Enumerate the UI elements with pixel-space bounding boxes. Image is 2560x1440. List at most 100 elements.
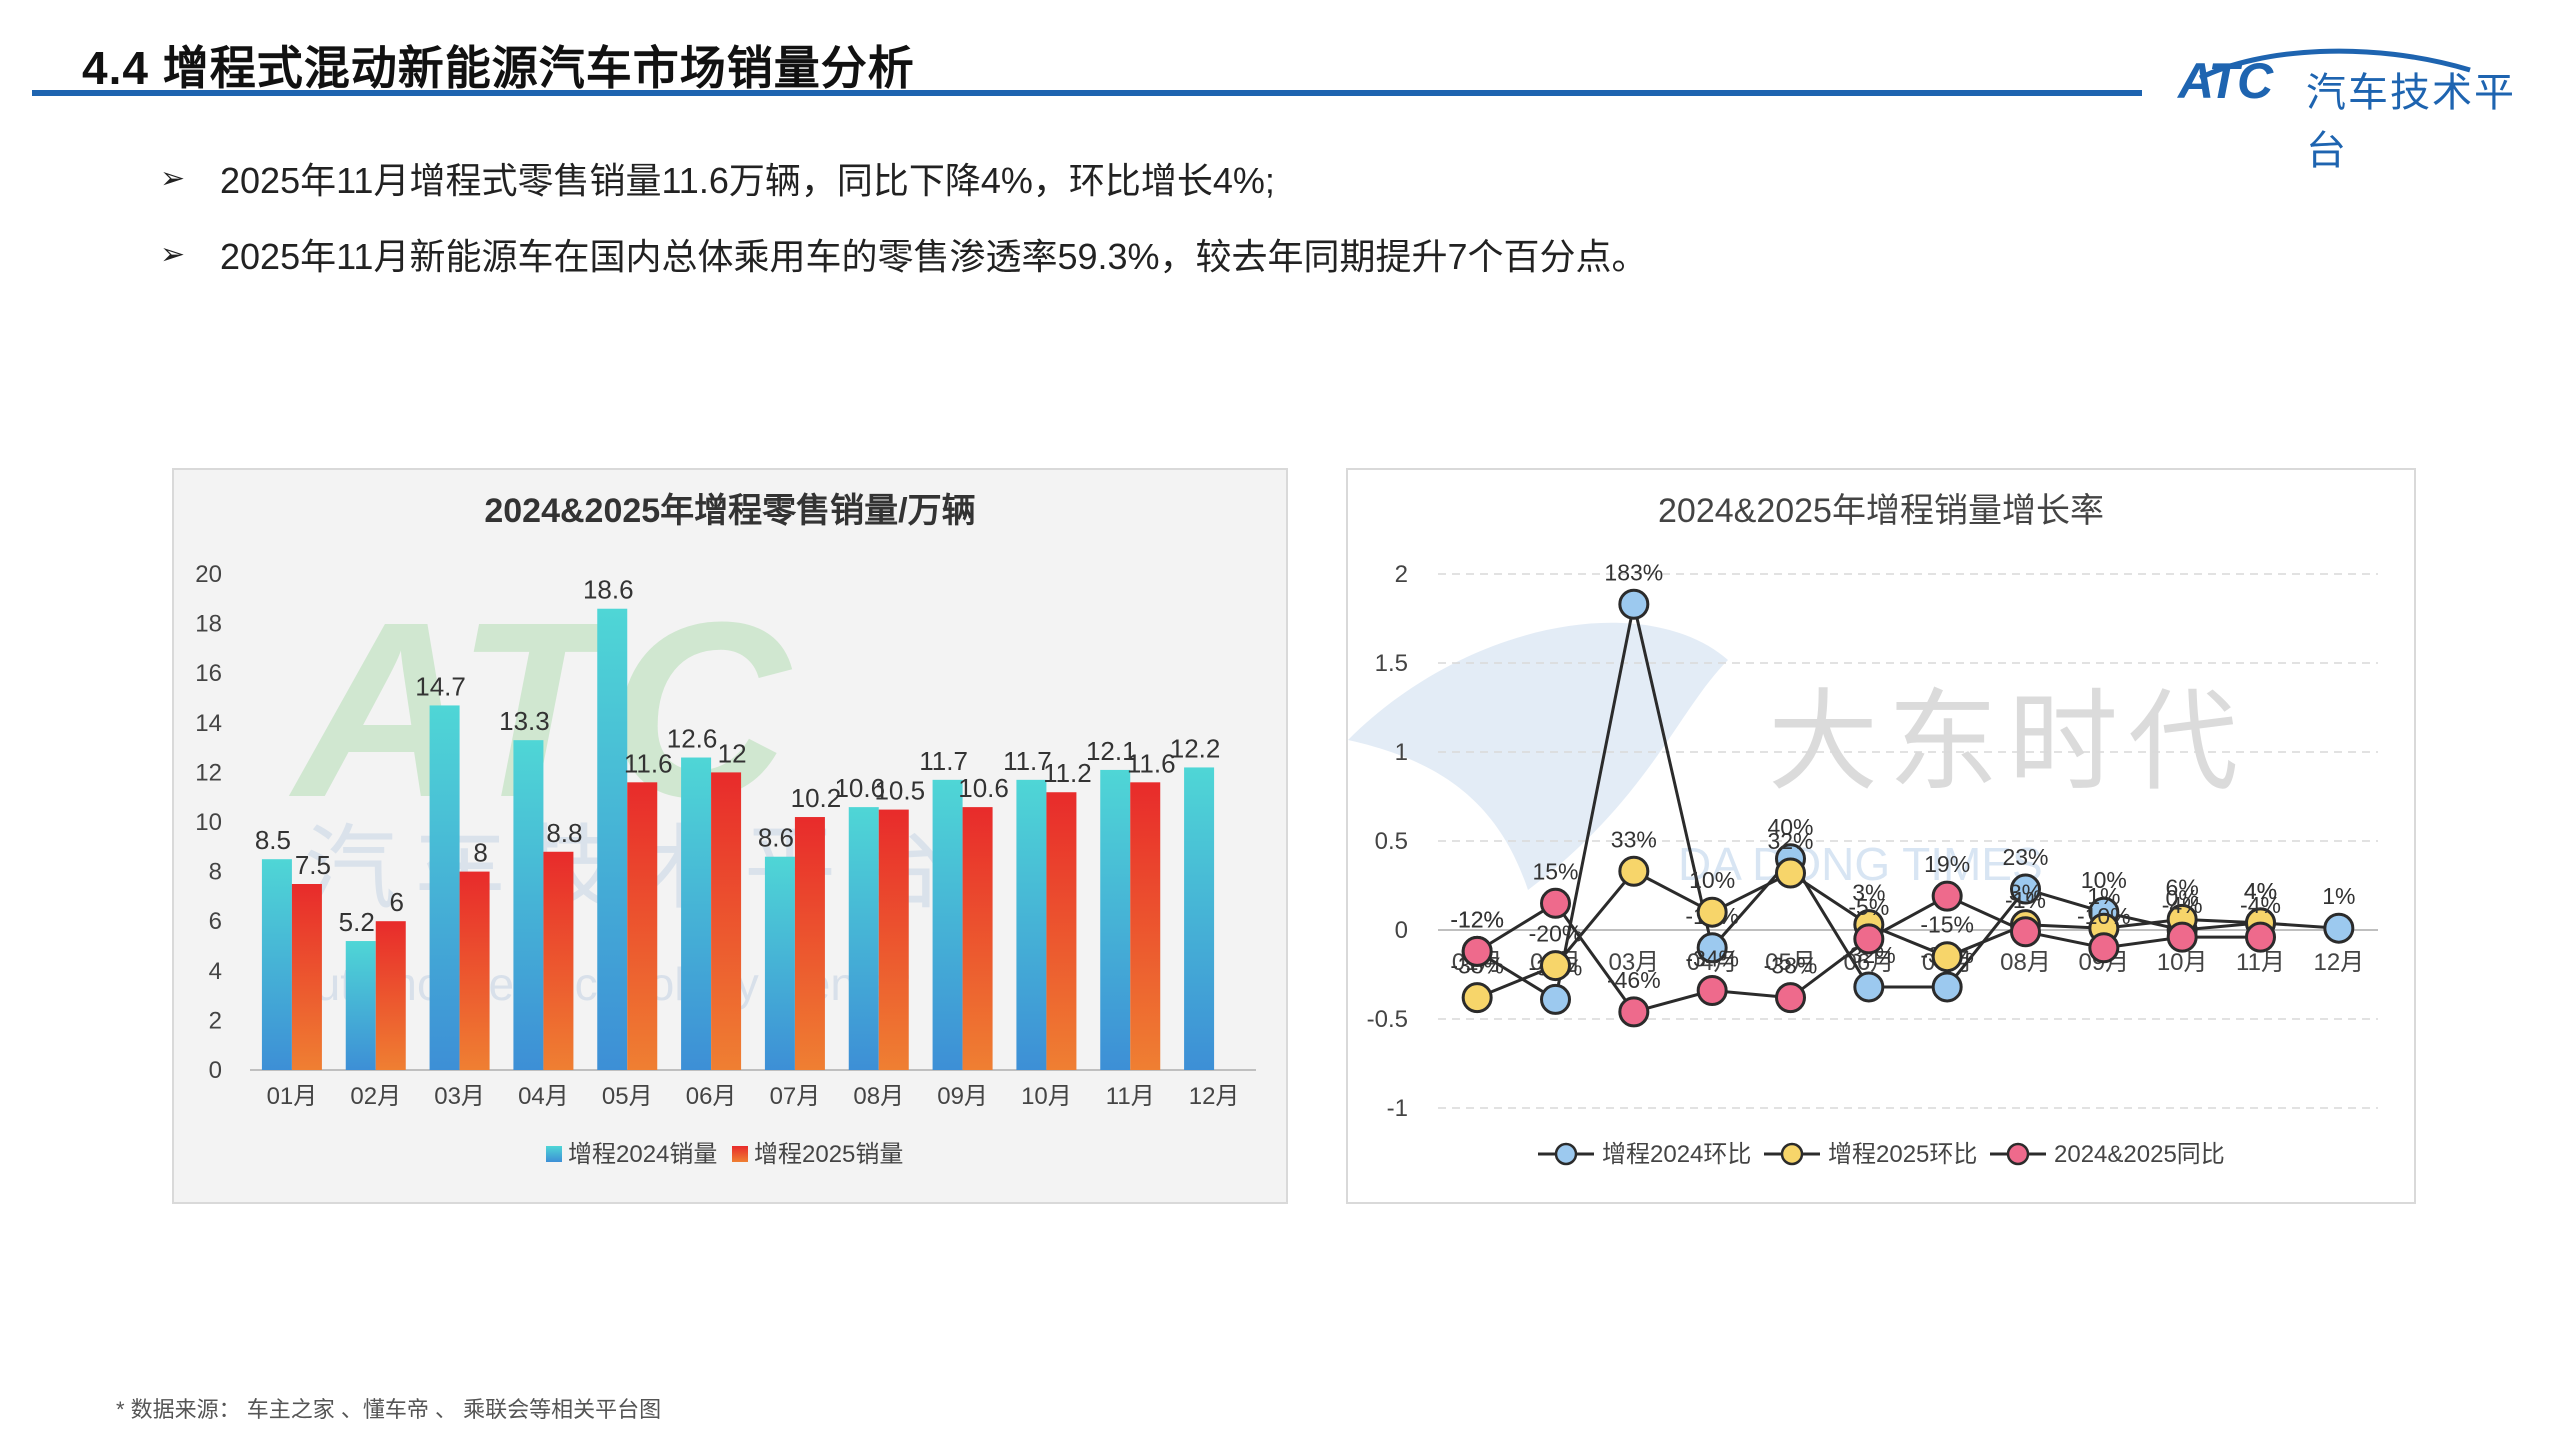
chart-title: 2024&2025年增程零售销量/万辆: [484, 492, 975, 530]
bar-2024: [513, 740, 544, 1070]
data-label: -46%: [1607, 967, 1661, 993]
data-point: [1461, 982, 1493, 1014]
x-tick-label: 10月: [2157, 949, 2208, 976]
y-tick-label: 18: [195, 611, 222, 638]
data-point: [2088, 932, 2120, 964]
dadong-watermark-en: DA DONG TIMES: [1678, 838, 2043, 890]
bullet-text: 2025年11月增程式零售销量11.6万辆，同比下降4%，环比增长4%;: [220, 160, 1275, 201]
y-tick-label: 14: [195, 710, 222, 737]
legend-label: 增程2025销量: [754, 1141, 903, 1168]
data-point: [2010, 916, 2041, 948]
source-footnote: * 数据来源： 车主之家 、懂车帝 、 乘联会等相关平台图: [116, 1397, 662, 1422]
bar-2024: [597, 608, 628, 1070]
data-point: [1931, 880, 1963, 912]
x-tick-label: 08月: [853, 1083, 904, 1110]
bar-2024: [1100, 769, 1131, 1070]
bar-2025: [711, 772, 742, 1070]
y-tick-label: 8: [209, 859, 222, 886]
data-label: 10%: [1689, 867, 1735, 893]
data-point: [1696, 932, 1728, 964]
y-tick-label: -1: [1387, 1095, 1408, 1122]
y-tick-label: 12: [195, 759, 222, 786]
bar-2024: [1184, 767, 1215, 1070]
x-tick-label: 05月: [602, 1083, 653, 1110]
data-label: 33%: [1611, 826, 1657, 852]
bar-2025: [1130, 782, 1161, 1070]
growth-line-chart: 2024&2025年增程销量增长率 大东时代 DA DONG TIMES -1 -0.5…: [1346, 468, 2416, 1204]
legend-marker: [1554, 1142, 1578, 1166]
data-point: [1853, 923, 1885, 955]
data-point: [1540, 950, 1571, 982]
data-label: 6%: [2166, 874, 2199, 900]
data-label: -34%: [1685, 946, 1739, 972]
page-title: 4.4 增程式混动新能源汽车市场销量分析: [82, 42, 915, 94]
y-tick-label: 20: [195, 561, 222, 588]
bar-2025: [375, 921, 406, 1070]
bar-2024: [261, 859, 292, 1070]
data-label: 10.6: [834, 773, 885, 803]
x-tick-label: 03月: [434, 1083, 485, 1110]
data-point: [2166, 921, 2198, 953]
y-tick-label: 0: [209, 1057, 222, 1084]
bar-2025: [1046, 792, 1077, 1070]
data-label: 4%: [2244, 878, 2277, 904]
data-point: [1618, 588, 1650, 620]
legend-label: 2024&2025同比: [2054, 1141, 2225, 1168]
x-tick-label: 04月: [518, 1083, 569, 1110]
data-label: 32%: [1767, 828, 1813, 854]
header-rule: [32, 90, 2142, 96]
data-label: 14.7: [415, 671, 466, 701]
arrow-bullet-icon: ➢: [160, 161, 186, 195]
bar-2024: [1016, 779, 1047, 1070]
legend-label: 增程2024销量: [568, 1141, 717, 1168]
data-label: -20%: [1529, 921, 1583, 947]
bullet-item: ➢ 2025年11月新能源车在国内总体乘用车的零售渗透率59.3%，较去年同期提…: [160, 216, 1648, 292]
data-label: 11.6: [624, 748, 673, 778]
bar-2024: [932, 779, 963, 1070]
data-label: 10.6: [958, 773, 1009, 803]
data-label: 18.6: [583, 575, 634, 605]
y-tick-label: 2: [209, 1007, 222, 1034]
data-point: [1696, 896, 1728, 928]
bar-2024: [345, 941, 376, 1070]
bullet-text: 2025年11月新能源车在国内总体乘用车的零售渗透率59.3%，较去年同期提升7…: [220, 236, 1648, 277]
data-label: 12.6: [667, 724, 718, 754]
x-tick-label: 11月: [2236, 949, 2285, 976]
bar-2025: [291, 884, 322, 1070]
bar-2024: [429, 705, 460, 1070]
x-tick-label: 11月: [1106, 1083, 1155, 1110]
data-label: -1%: [2005, 887, 2046, 913]
data-label: 11.6: [1127, 748, 1176, 778]
data-label: 8.8: [546, 818, 582, 848]
bar-2024: [848, 807, 879, 1070]
x-tick-label: 02月: [350, 1083, 401, 1110]
y-tick-label: 1: [1395, 739, 1408, 766]
legend-swatch: [546, 1146, 562, 1162]
data-label: 11.7: [919, 746, 968, 776]
data-point: [1696, 975, 1728, 1007]
data-point: [1618, 996, 1650, 1028]
data-label: 10.5: [874, 776, 925, 806]
y-tick-label: 4: [209, 958, 222, 985]
data-label: 3%: [2009, 880, 2042, 906]
data-point: [1931, 971, 1963, 1003]
x-tick-label: 12月: [2313, 949, 2364, 976]
y-tick-label: 10: [195, 809, 222, 836]
data-label: -10%: [2077, 903, 2131, 929]
dadong-watermark-cn: 大东时代: [1768, 681, 2248, 804]
bar-2024: [764, 856, 795, 1070]
x-tick-label: 01月: [267, 1083, 318, 1110]
x-tick-label: 03月: [1608, 949, 1659, 976]
data-point: [2323, 912, 2355, 944]
data-point: [1853, 971, 1885, 1003]
data-label: 8.5: [255, 825, 291, 855]
data-label: 10.2: [791, 783, 842, 813]
data-label: 11.2: [1043, 758, 1092, 788]
legend-marker: [2006, 1142, 2030, 1166]
data-label: -15%: [1920, 912, 1974, 938]
data-label: -5%: [1848, 894, 1889, 920]
data-label: -4%: [2162, 892, 2203, 918]
data-label: -4%: [2240, 892, 2281, 918]
bar-2025: [794, 817, 825, 1070]
